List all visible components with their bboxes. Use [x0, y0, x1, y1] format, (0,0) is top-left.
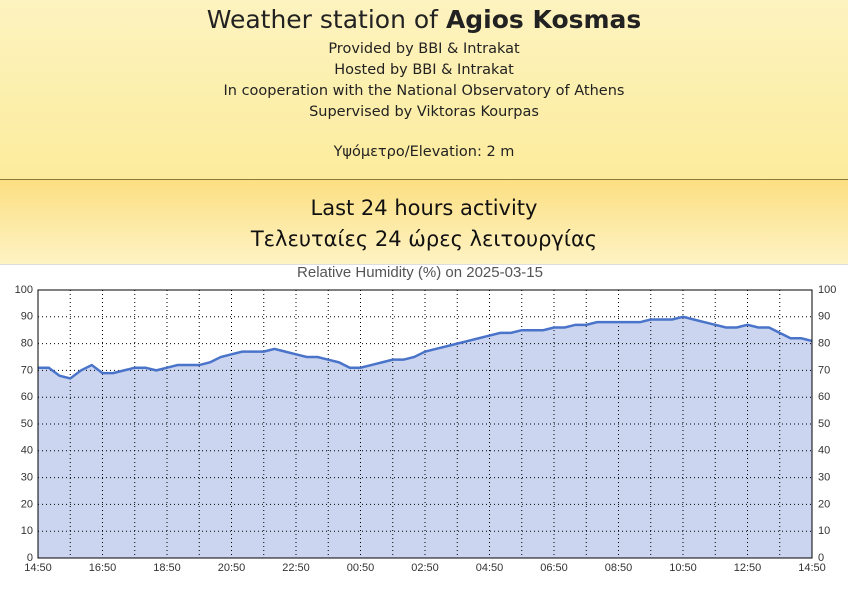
y-tick-label-right: 20 [818, 498, 830, 510]
y-tick-label: 100 [15, 284, 33, 296]
x-tick-label: 22:50 [282, 562, 310, 574]
x-tick-label: 08:50 [605, 562, 633, 574]
y-tick-label-right: 50 [818, 418, 830, 430]
y-tick-label-right: 10 [818, 525, 830, 537]
y-tick-label-right: 100 [818, 284, 836, 296]
info-line: In cooperation with the National Observa… [223, 83, 625, 99]
y-tick-label-right: 0 [818, 552, 824, 564]
x-tick-label: 16:50 [89, 562, 117, 574]
x-tick-label: 14:50 [24, 562, 52, 574]
y-tick-label-right: 30 [818, 472, 830, 484]
x-tick-label: 14:50 [798, 562, 826, 574]
chart-title: Relative Humidity (%) on 2025-03-15 [297, 266, 543, 281]
y-tick-label: 40 [21, 445, 33, 457]
y-tick-label: 0 [27, 552, 33, 564]
plot-frame [37, 289, 813, 559]
line [38, 315, 813, 380]
info-line: Provided by BBI & Intrakat [328, 41, 520, 57]
chart: Relative Humidity (%) on 2025-03-15 0 0 10… [15, 266, 837, 574]
y-tick-label-right: 40 [818, 445, 830, 457]
x-tick-label: 20:50 [218, 562, 246, 574]
info-line: Supervised by Viktoras Kourpas [309, 104, 539, 120]
x-tick-label: 00:50 [347, 562, 375, 574]
x-tick-label: 12:50 [734, 562, 762, 574]
y-tick-label: 70 [21, 364, 33, 376]
location: Agios Kosmas [445, 5, 642, 34]
section-title: Last 24 hours activity [310, 196, 538, 220]
area-fill [38, 316, 812, 558]
elevation: Υψόμετρο/Elevation: 2 m [333, 144, 515, 160]
info-line: Hosted by BBI & Intrakat [334, 62, 514, 78]
x-tick-label: 02:50 [411, 562, 439, 574]
header: Weather station of Agios Kosmas Provided… [0, 0, 848, 180]
y-tick-label-right: 70 [818, 364, 830, 376]
y-tick-label: 20 [21, 498, 33, 510]
x-tick-label: 18:50 [153, 562, 181, 574]
y-tick-label-right: 60 [818, 391, 830, 403]
y-tick-label: 50 [21, 418, 33, 430]
y-tick-label-right: 80 [818, 338, 830, 350]
x-tick-label: 06:50 [540, 562, 568, 574]
section-header: Last 24 hours activity Τελευταίες 24 ώρε… [0, 180, 848, 265]
y-tick-label: 90 [21, 311, 33, 323]
y-tick-label: 10 [21, 525, 33, 537]
section-subtitle: Τελευταίες 24 ώρες λειτουργίας [250, 227, 598, 251]
y-tick-label-right: 90 [818, 311, 830, 323]
y-tick-label: 80 [21, 338, 33, 350]
station-title: Weather station of Agios Kosmas [0, 5, 848, 39]
title: Weather station of [206, 5, 438, 34]
x-tick-label: 10:50 [669, 562, 697, 574]
y-tick-label: 60 [21, 391, 33, 403]
y-tick-label: 30 [21, 472, 33, 484]
x-tick-label: 04:50 [476, 562, 504, 574]
